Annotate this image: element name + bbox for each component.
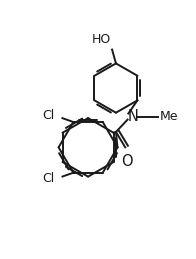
Text: HO: HO <box>91 33 111 46</box>
Text: O: O <box>121 154 133 169</box>
Text: Cl: Cl <box>43 109 55 122</box>
Text: Me: Me <box>160 110 179 123</box>
Text: N: N <box>128 109 138 124</box>
Text: Cl: Cl <box>43 172 55 185</box>
